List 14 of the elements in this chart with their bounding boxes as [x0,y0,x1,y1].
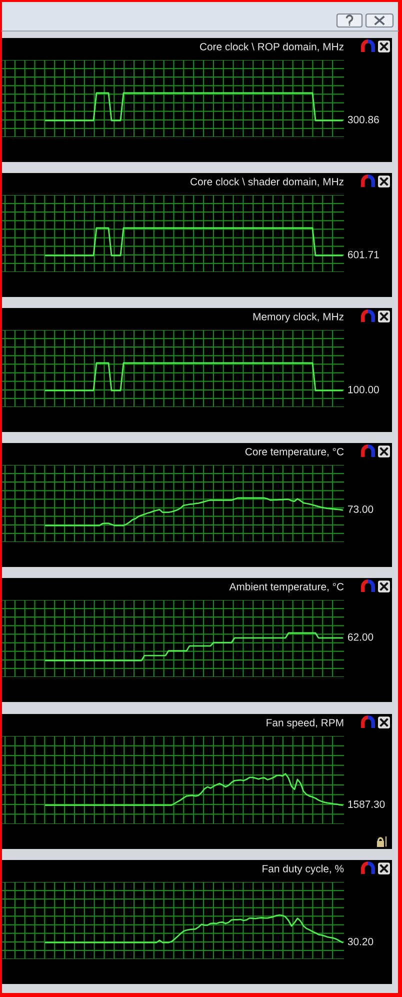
text: 300.86 [348,116,379,124]
chart-title: Core temperature, °C [245,448,344,458]
chart-title: Core clock \ ROP domain, MHz [200,42,344,52]
chart-title: Fan duty cycle, % [262,864,344,874]
text: 73.00 [348,506,374,513]
text: 100.00 [348,386,379,394]
chart-title: Memory clock, MHz [253,312,344,322]
text: 1587.30 [348,800,385,808]
text: 30.20 [348,938,374,946]
chart-title: Core clock \ shader domain, MHz [190,178,344,187]
text: 601.71 [348,250,379,258]
text: 62.00 [348,633,374,641]
chart-title: Fan speed, RPM [266,718,344,728]
chart-title: Ambient temperature, °C [229,582,344,592]
